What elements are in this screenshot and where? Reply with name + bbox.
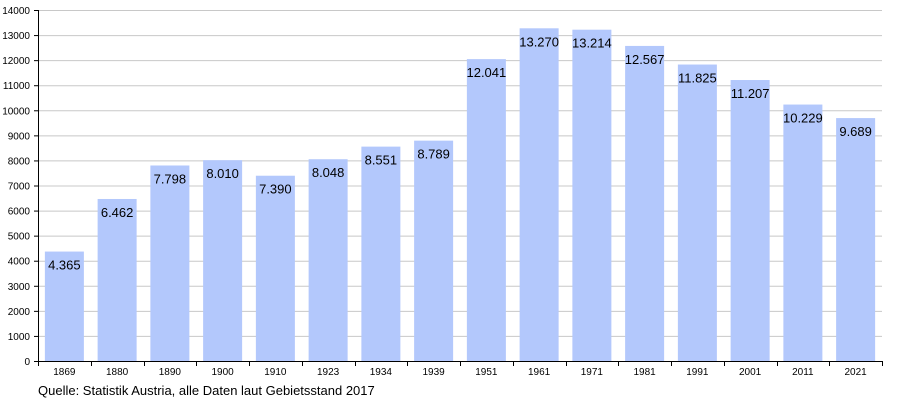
bar: [466, 59, 506, 361]
y-tick-label: 12000: [2, 56, 30, 67]
value-label: 13.214: [572, 36, 612, 51]
y-tick-label: 3000: [8, 282, 31, 293]
y-tick-label: 9000: [8, 131, 31, 142]
value-labels: 4.365 6.462 7.798 8.010 7.390 8.048 8.551 8.789…: [48, 34, 872, 272]
bar: [519, 28, 559, 361]
axes: [34, 10, 883, 366]
source-note: Quelle: Statistik Austria, alle Daten la…: [38, 383, 375, 398]
value-label: 11.825: [678, 71, 717, 86]
x-tick-label: 1869: [53, 367, 76, 378]
x-tick-label: 1951: [475, 367, 498, 378]
y-tick-label: 4000: [8, 257, 31, 268]
bar: [783, 104, 823, 361]
x-tick-label: 1890: [159, 367, 182, 378]
x-tick-label: 1900: [212, 367, 235, 378]
x-tick-label: 1939: [423, 367, 446, 378]
x-tick-label: 1961: [528, 367, 551, 378]
x-tick-label: 1880: [106, 367, 129, 378]
y-tick-label: 10000: [2, 106, 30, 117]
value-label: 12.041: [466, 65, 506, 80]
x-tick-label: 1981: [634, 367, 657, 378]
y-tick-label: 1000: [8, 332, 31, 343]
x-tick-label: 1991: [686, 367, 709, 378]
x-tick-label: 1910: [264, 367, 287, 378]
bar: [572, 29, 612, 361]
value-label: 7.798: [154, 171, 187, 186]
x-tick-labels: 1869 1880 1890 1900 1910 1923 1934 1939 1951 1961…: [53, 367, 867, 378]
value-label: 8.551: [365, 153, 398, 168]
x-tick-label: 1934: [370, 367, 393, 378]
bar: [677, 64, 717, 361]
value-label: 7.390: [259, 182, 292, 197]
bar: [730, 80, 770, 361]
x-tick-label: 1923: [317, 367, 340, 378]
y-tick-label: 8000: [8, 156, 31, 167]
bar: [150, 165, 190, 361]
y-tick-label: 14000: [2, 6, 30, 17]
y-tick-label: 13000: [2, 31, 30, 42]
x-tick-label: 2011: [792, 367, 814, 378]
bar: [836, 118, 876, 361]
value-label: 6.462: [101, 205, 134, 220]
bar: [625, 45, 665, 361]
x-tick-label: 2021: [845, 367, 868, 378]
bar: [97, 198, 137, 361]
value-label: 8.048: [312, 165, 345, 180]
y-tick-label: 0: [24, 357, 30, 368]
value-label: 12.567: [625, 52, 665, 67]
y-tick-label: 2000: [8, 307, 31, 318]
y-tick-label: 5000: [8, 232, 31, 243]
bar: [414, 140, 454, 361]
value-label: 9.689: [839, 124, 872, 139]
value-label: 4.365: [48, 258, 81, 273]
bar: [44, 251, 84, 361]
bar: [255, 175, 295, 361]
x-tick-label: 1971: [581, 367, 604, 378]
value-label: 13.270: [519, 34, 559, 49]
y-tick-label: 11000: [3, 81, 31, 92]
y-tick-label: 7000: [8, 182, 31, 193]
value-label: 10.229: [783, 111, 823, 126]
value-label: 8.010: [206, 166, 239, 181]
bar: [308, 159, 348, 361]
value-label: 11.207: [731, 86, 770, 101]
y-tick-labels: 0 1000 2000 3000 4000 5000 6000 7000 8000 9000 100…: [2, 6, 30, 368]
value-label: 8.789: [417, 147, 450, 162]
bars: [44, 28, 876, 361]
x-tick-label: 2001: [739, 367, 762, 378]
y-tick-label: 6000: [8, 207, 31, 218]
bar: [203, 160, 243, 361]
bar: [361, 146, 401, 361]
